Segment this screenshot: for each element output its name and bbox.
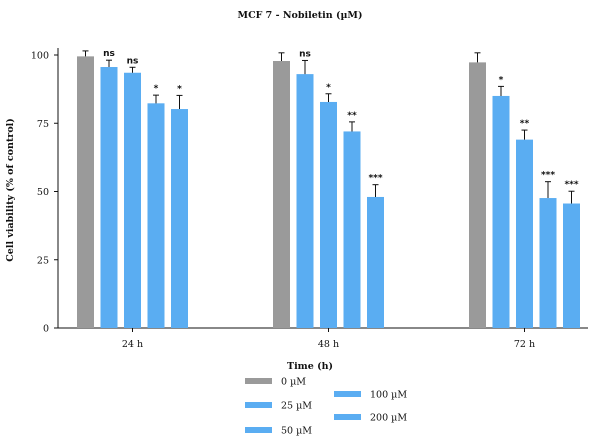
legend-swatch: [245, 402, 272, 408]
bar: [563, 203, 580, 328]
significance-label: ns: [299, 49, 311, 59]
bar: [343, 131, 361, 328]
bar: [516, 139, 533, 328]
significance-label: *: [177, 84, 182, 94]
significance-label: **: [520, 119, 530, 129]
y-axis-ticks: 0 25 50 75 100: [31, 51, 58, 335]
bar: [100, 67, 118, 329]
chart-title: MCF 7 - Nobiletin (µM): [238, 10, 363, 21]
bar: [273, 61, 290, 328]
y-tick-label: 50: [37, 187, 49, 198]
x-tick-label: 72 h: [514, 339, 535, 350]
legend-label: 100 µM: [370, 390, 407, 401]
legend-label: 50 µM: [281, 426, 312, 437]
significance-label: **: [347, 111, 357, 121]
legend-swatch: [245, 427, 272, 433]
significance-label: *: [326, 83, 331, 93]
x-tick-label: 48 h: [318, 339, 339, 350]
significance-label: *: [499, 75, 504, 85]
bar: [320, 101, 337, 329]
x-tick-label: 24 h: [122, 339, 143, 350]
significance-label: ns: [127, 56, 139, 66]
bar: [77, 56, 94, 329]
bar: [124, 72, 141, 329]
bar: [492, 95, 510, 328]
legend-swatch: [245, 378, 272, 384]
y-tick-label: 100: [31, 51, 49, 62]
significance-label: ***: [541, 171, 555, 181]
bar: [296, 74, 314, 328]
significance-label: ***: [564, 180, 578, 190]
legend-swatch: [334, 414, 361, 420]
legend-swatch: [334, 391, 361, 397]
bar: [171, 109, 188, 328]
y-axis-label: Cell viability (% of control): [5, 118, 16, 262]
y-tick-label: 25: [37, 255, 49, 266]
significance-label: ***: [368, 174, 382, 184]
y-tick-label: 0: [43, 324, 49, 335]
y-tick-label: 75: [37, 119, 49, 130]
legend-label: 0 µM: [281, 377, 306, 388]
bar: [367, 196, 384, 328]
legend-label: 200 µM: [370, 413, 407, 424]
bar: [469, 62, 486, 328]
x-axis-label: Time (h): [287, 361, 333, 372]
bar: [147, 103, 165, 328]
significance-label: ns: [103, 49, 115, 59]
legend-label: 25 µM: [281, 401, 312, 412]
significance-label: *: [154, 84, 159, 94]
bar: [539, 198, 557, 328]
x-axis-ticks: 24 h 48 h 72 h: [122, 328, 535, 350]
legend: 0 µM 25 µM 50 µM 100 µM 200 µM: [245, 377, 407, 437]
